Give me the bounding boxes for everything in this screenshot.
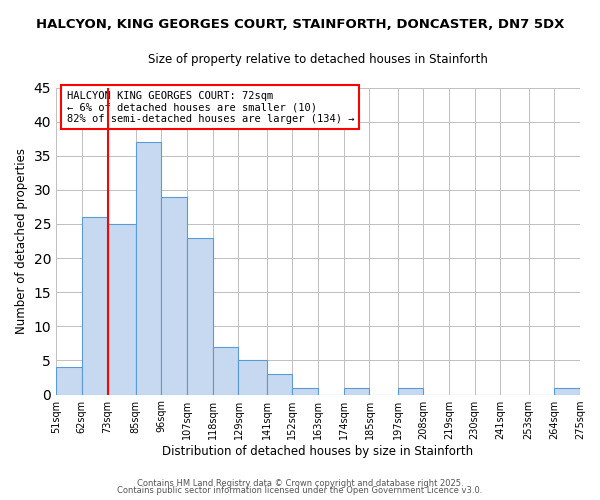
Bar: [187, 238, 213, 394]
Title: Size of property relative to detached houses in Stainforth: Size of property relative to detached ho…: [148, 52, 488, 66]
X-axis label: Distribution of detached houses by size in Stainforth: Distribution of detached houses by size …: [163, 444, 473, 458]
Text: HALCYON, KING GEORGES COURT, STAINFORTH, DONCASTER, DN7 5DX: HALCYON, KING GEORGES COURT, STAINFORTH,…: [36, 18, 564, 30]
Bar: [107, 224, 136, 394]
Text: Contains HM Land Registry data © Crown copyright and database right 2025.: Contains HM Land Registry data © Crown c…: [137, 478, 463, 488]
Bar: [161, 196, 187, 394]
Bar: [266, 374, 292, 394]
Bar: [82, 217, 107, 394]
Text: HALCYON KING GEORGES COURT: 72sqm
← 6% of detached houses are smaller (10)
82% o: HALCYON KING GEORGES COURT: 72sqm ← 6% o…: [67, 90, 354, 124]
Bar: [292, 388, 318, 394]
Bar: [554, 388, 580, 394]
Bar: [213, 347, 238, 395]
Bar: [56, 368, 82, 394]
Bar: [344, 388, 370, 394]
Bar: [238, 360, 266, 394]
Bar: [136, 142, 161, 395]
Bar: [398, 388, 423, 394]
Y-axis label: Number of detached properties: Number of detached properties: [15, 148, 28, 334]
Text: Contains public sector information licensed under the Open Government Licence v3: Contains public sector information licen…: [118, 486, 482, 495]
